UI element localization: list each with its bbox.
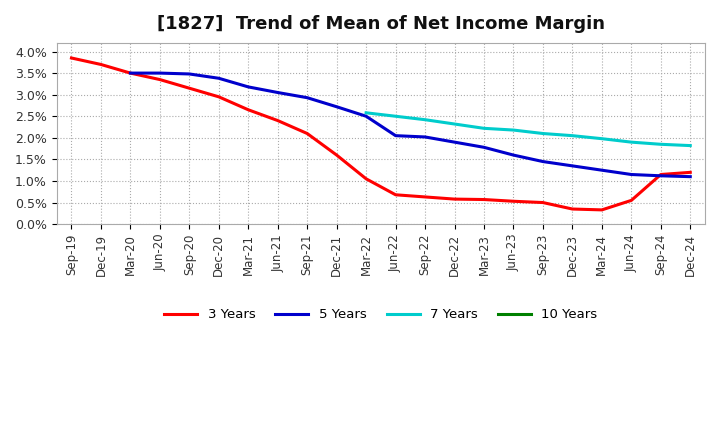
- 5 Years: [156, 70, 164, 76]
- 7 Years: [420, 117, 429, 122]
- 5 Years: [657, 173, 665, 179]
- Line: 5 Years: 5 Years: [130, 73, 690, 177]
- 7 Years: [509, 128, 518, 133]
- 7 Years: [598, 136, 606, 141]
- 5 Years: [568, 163, 577, 169]
- 7 Years: [657, 142, 665, 147]
- 5 Years: [303, 95, 312, 100]
- 7 Years: [686, 143, 695, 148]
- 7 Years: [391, 114, 400, 119]
- 3 Years: [657, 172, 665, 177]
- 7 Years: [568, 133, 577, 138]
- 5 Years: [686, 174, 695, 180]
- 3 Years: [126, 70, 135, 76]
- 3 Years: [185, 85, 194, 91]
- 5 Years: [420, 134, 429, 139]
- Title: [1827]  Trend of Mean of Net Income Margin: [1827] Trend of Mean of Net Income Margi…: [157, 15, 605, 33]
- 3 Years: [362, 176, 371, 181]
- 5 Years: [274, 90, 282, 95]
- 5 Years: [627, 172, 636, 177]
- Legend: 3 Years, 5 Years, 7 Years, 10 Years: 3 Years, 5 Years, 7 Years, 10 Years: [159, 303, 603, 327]
- 5 Years: [362, 114, 371, 119]
- 7 Years: [627, 139, 636, 145]
- 5 Years: [598, 168, 606, 173]
- 3 Years: [303, 131, 312, 136]
- 3 Years: [96, 62, 105, 67]
- 5 Years: [450, 139, 459, 145]
- 3 Years: [274, 118, 282, 123]
- 3 Years: [509, 198, 518, 204]
- 5 Years: [391, 133, 400, 138]
- 3 Years: [539, 200, 547, 205]
- 3 Years: [450, 196, 459, 202]
- 3 Years: [686, 170, 695, 175]
- 3 Years: [568, 206, 577, 212]
- 3 Years: [215, 94, 223, 99]
- 3 Years: [480, 197, 488, 202]
- 3 Years: [598, 207, 606, 213]
- 5 Years: [539, 159, 547, 164]
- 3 Years: [333, 152, 341, 158]
- 3 Years: [420, 194, 429, 200]
- 5 Years: [480, 145, 488, 150]
- 3 Years: [391, 192, 400, 198]
- 5 Years: [509, 152, 518, 158]
- 5 Years: [244, 84, 253, 90]
- 5 Years: [126, 70, 135, 76]
- 7 Years: [539, 131, 547, 136]
- 5 Years: [215, 76, 223, 81]
- Line: 3 Years: 3 Years: [71, 58, 690, 210]
- 7 Years: [450, 121, 459, 127]
- 7 Years: [362, 110, 371, 115]
- 3 Years: [67, 55, 76, 61]
- 3 Years: [627, 198, 636, 203]
- 7 Years: [480, 126, 488, 131]
- Line: 7 Years: 7 Years: [366, 113, 690, 146]
- 5 Years: [185, 71, 194, 77]
- 5 Years: [333, 104, 341, 110]
- 3 Years: [156, 77, 164, 82]
- 3 Years: [244, 107, 253, 112]
